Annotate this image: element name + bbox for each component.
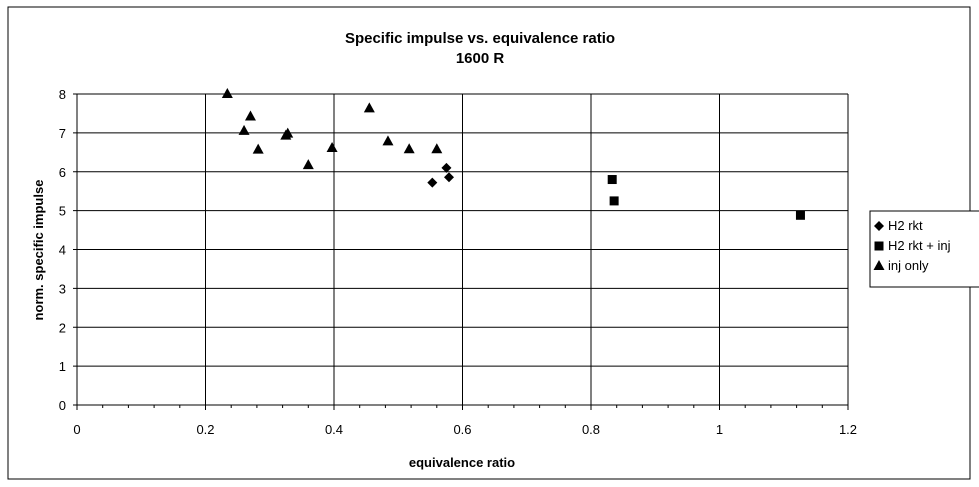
- legend: H2 rkt H2 rkt + inj inj only: [869, 210, 979, 288]
- data-point-diamond: [444, 172, 455, 183]
- data-point-square: [609, 196, 619, 206]
- data-point-diamond: [441, 162, 452, 173]
- axes: [73, 93, 849, 410]
- y-tick-label: 8: [59, 87, 66, 102]
- data-point-triangle: [238, 124, 250, 135]
- y-tick-label: 7: [59, 126, 66, 141]
- y-tick-label: 3: [59, 281, 66, 296]
- y-axis-title: norm. specific impulse: [31, 180, 46, 321]
- x-tick-label: 0.6: [453, 422, 471, 437]
- data-point-triangle: [326, 142, 338, 153]
- data-point-square: [795, 210, 805, 220]
- x-tick-label: 0.2: [196, 422, 214, 437]
- y-tick-label: 1: [59, 359, 66, 374]
- y-tick-label: 5: [59, 204, 66, 219]
- data-point-triangle: [252, 143, 264, 154]
- data-point-triangle: [363, 102, 375, 113]
- data-point-square: [607, 175, 617, 185]
- data-point-triangle: [403, 143, 415, 154]
- y-tick-label: 6: [59, 165, 66, 180]
- data-point-diamond: [427, 177, 438, 188]
- x-tick-label: 0: [73, 422, 80, 437]
- x-tick-labels: 0 0.2 0.4 0.6 0.8 1 1.2: [73, 422, 857, 437]
- data-markers: [221, 88, 805, 220]
- y-tick-labels: 0 1 2 3 4 5 6 7 8: [59, 87, 66, 413]
- chart-title: Specific impulse vs. equivalence ratio: [345, 30, 615, 47]
- x-tick-label: 1.2: [839, 422, 857, 437]
- y-tick-label: 4: [59, 243, 66, 258]
- data-point-triangle: [431, 143, 443, 154]
- x-tick-label: 0.8: [582, 422, 600, 437]
- legend-label: H2 rkt + inj: [888, 238, 951, 253]
- legend-box: [869, 210, 979, 288]
- x-tick-label: 0.4: [325, 422, 343, 437]
- data-point-triangle: [282, 127, 294, 138]
- chart-subtitle: 1600 R: [456, 50, 505, 67]
- y-tick-label: 2: [59, 320, 66, 335]
- legend-marker-square: [874, 241, 884, 251]
- legend-marker-diamond: [874, 221, 884, 231]
- data-point-triangle: [302, 159, 314, 170]
- data-point-triangle: [244, 110, 256, 121]
- legend-marker-triangle: [873, 260, 885, 270]
- legend-label: H2 rkt: [888, 218, 923, 233]
- legend-label: inj only: [888, 258, 929, 273]
- x-tick-label: 1: [716, 422, 723, 437]
- x-axis-title: equivalence ratio: [409, 455, 515, 470]
- y-tick-label: 0: [59, 398, 66, 413]
- data-point-triangle: [382, 135, 394, 146]
- data-point-triangle: [221, 88, 233, 98]
